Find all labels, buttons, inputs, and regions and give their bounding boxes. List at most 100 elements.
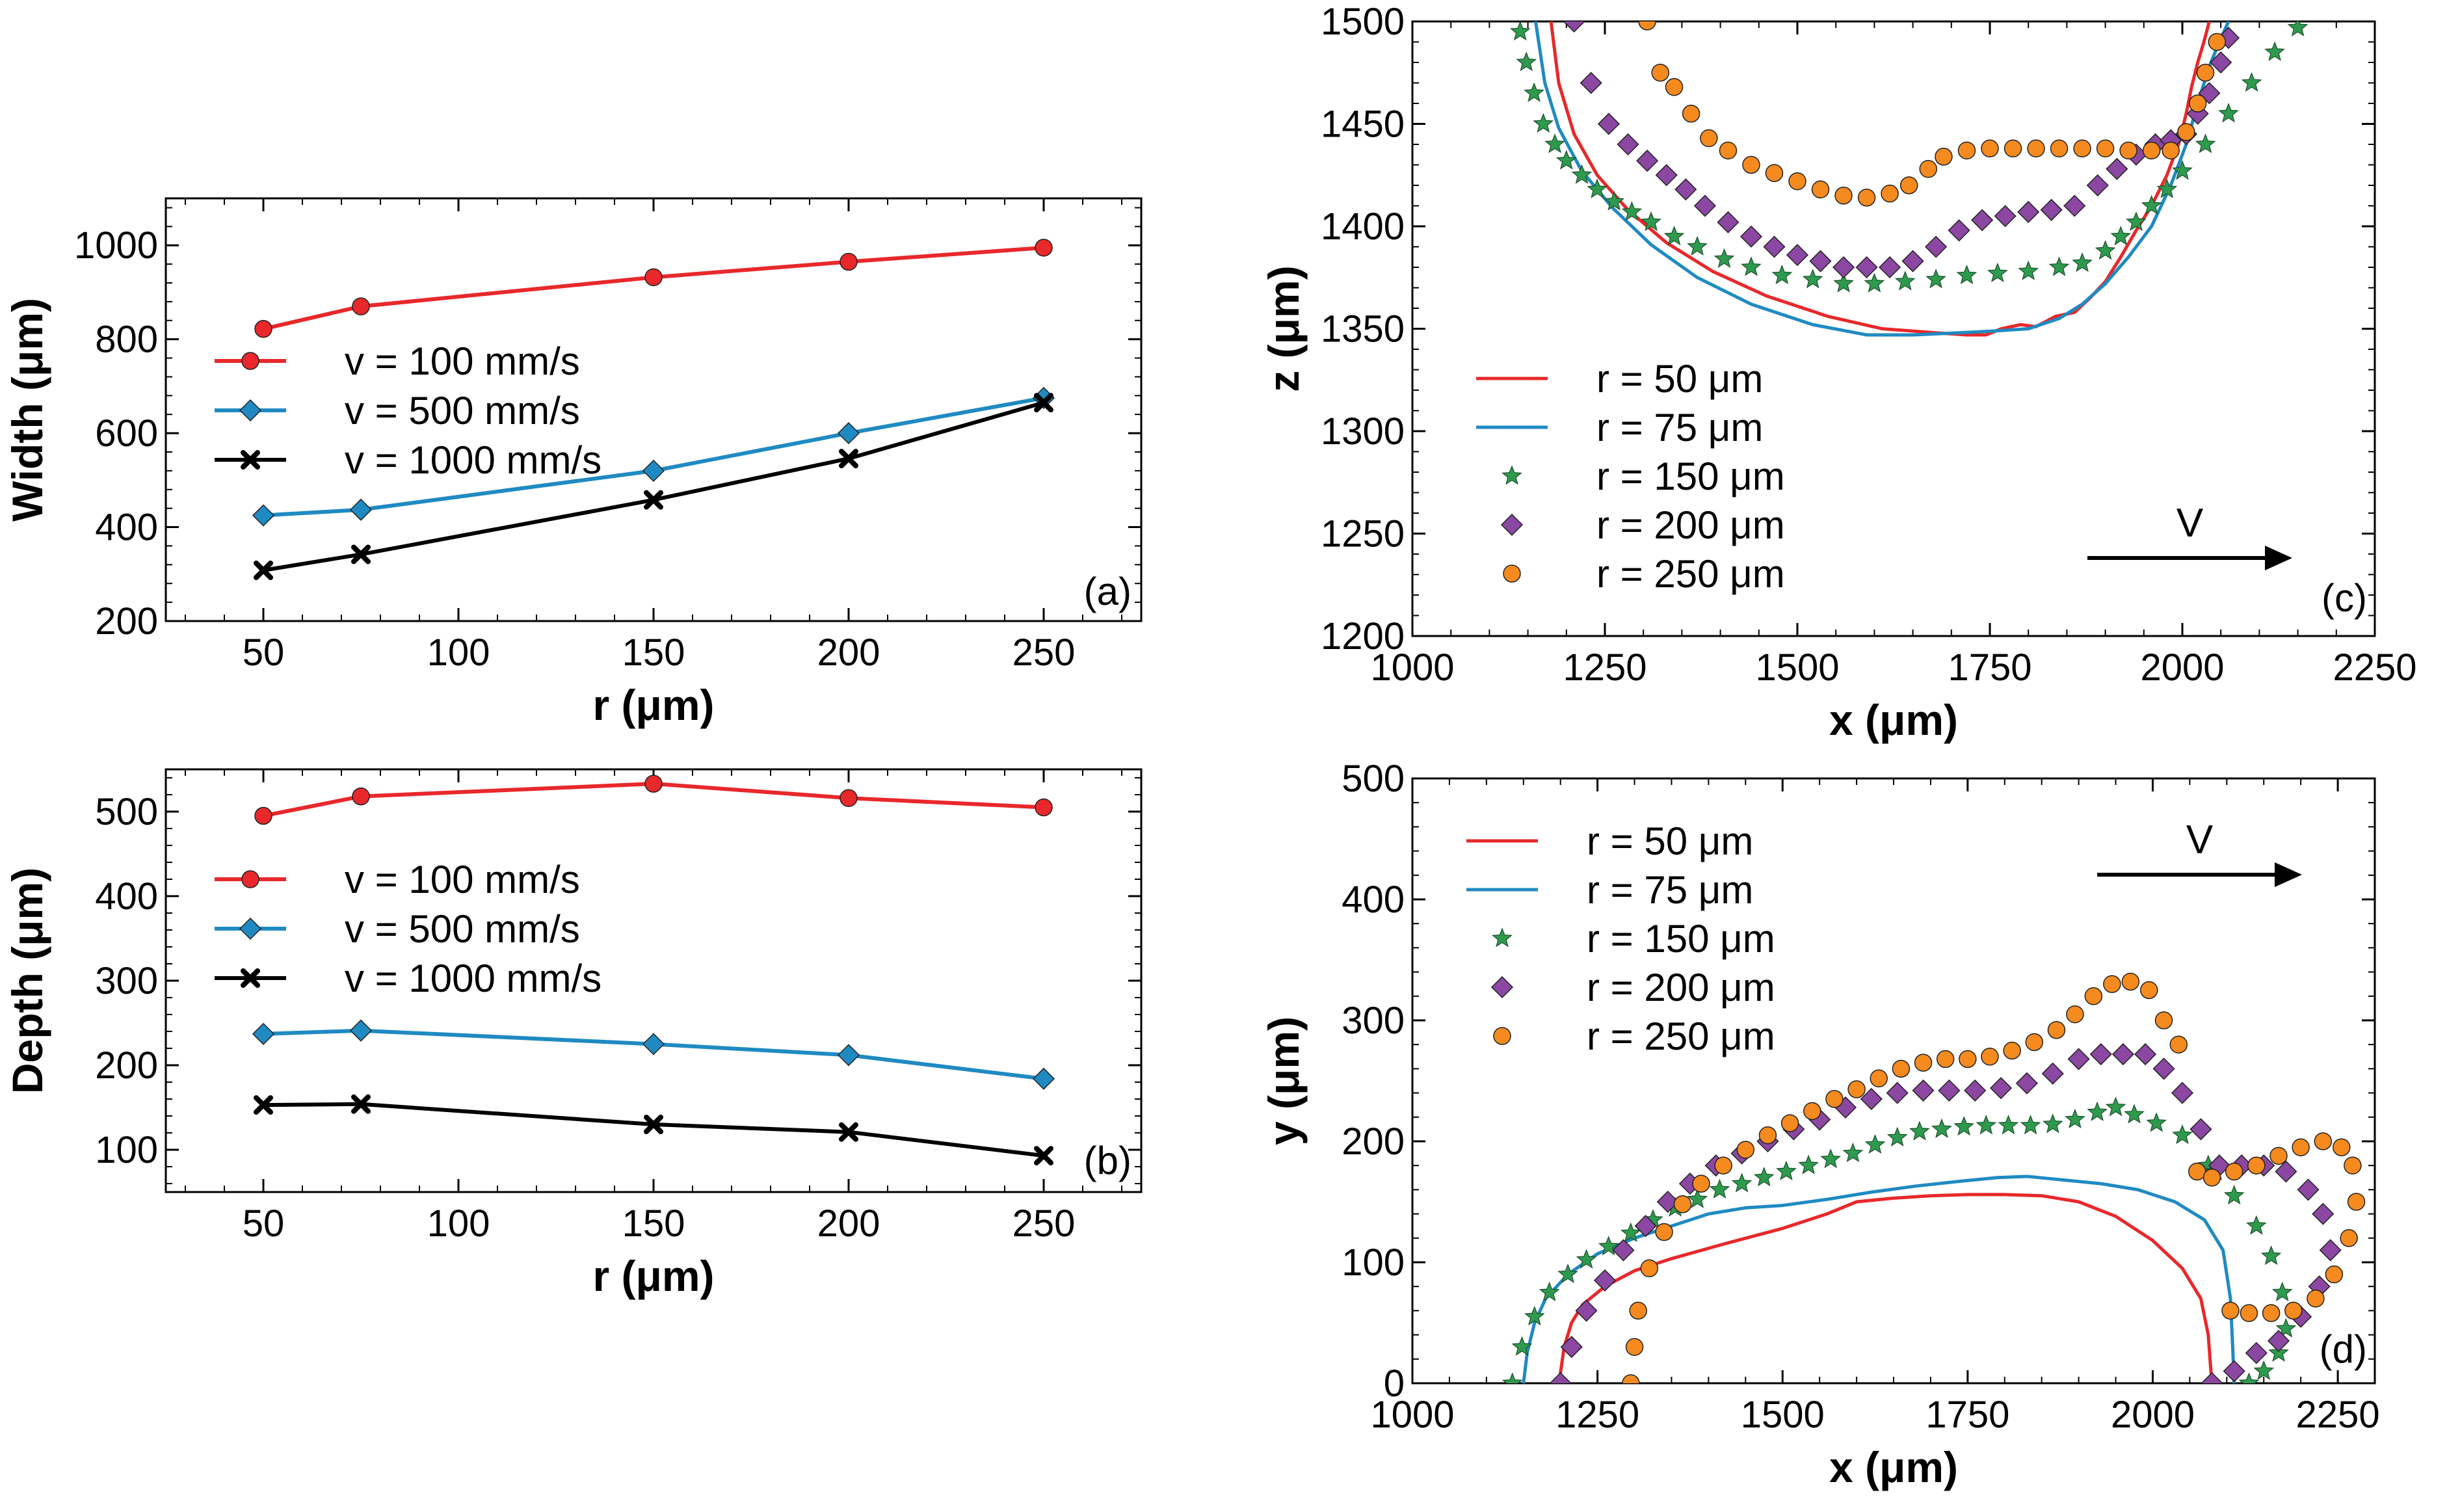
series-2 — [1533, 21, 2230, 337]
data-point — [254, 1095, 273, 1115]
data-point — [2111, 1043, 2134, 1066]
data-point — [2171, 1081, 2194, 1104]
data-point — [1780, 1114, 1799, 1132]
data-point — [2067, 1048, 2090, 1070]
series-line — [1549, 21, 2211, 337]
data-point — [2106, 157, 2128, 180]
data-point — [2253, 1360, 2275, 1380]
data-point — [1693, 194, 1716, 217]
legend-marker — [241, 968, 260, 988]
data-point — [2087, 1101, 2108, 1121]
data-point — [1524, 82, 1544, 102]
data-point — [2238, 1372, 2260, 1383]
y-tick-label: 300 — [95, 960, 158, 1002]
data-point — [2065, 1108, 2085, 1129]
data-point — [1981, 139, 1999, 158]
data-point — [1739, 225, 1763, 248]
data-point — [1692, 1174, 1710, 1193]
data-point — [1674, 178, 1697, 201]
y-axis-title: Depth (μm) — [3, 868, 51, 1094]
data-point — [2271, 1281, 2293, 1301]
data-point — [1544, 133, 1565, 153]
data-point — [1899, 176, 1918, 194]
data-point — [839, 449, 858, 469]
data-point — [2086, 174, 2109, 197]
data-point — [1798, 1154, 1819, 1174]
x-tick-label: 1250 — [1555, 1394, 1639, 1436]
data-point — [1847, 1080, 1866, 1098]
data-point — [1622, 1374, 1640, 1383]
legend-entry: r = 50 μm — [1587, 819, 1753, 863]
y-tick-label: 800 — [95, 319, 158, 361]
data-point — [2004, 139, 2022, 158]
data-point — [2096, 139, 2115, 158]
data-point — [2050, 139, 2069, 158]
data-point — [252, 1022, 275, 1045]
y-tick-label: 400 — [95, 507, 158, 549]
series-line — [263, 245, 1044, 331]
data-point — [2103, 975, 2121, 993]
data-point — [644, 1115, 663, 1134]
data-point — [1964, 1079, 1987, 1102]
data-point — [1576, 1249, 1597, 1269]
data-point — [2126, 211, 2147, 232]
data-point — [2105, 1096, 2126, 1117]
data-point — [1549, 1372, 1572, 1383]
data-point — [1788, 172, 1806, 191]
x-tick-label: 1000 — [1370, 1394, 1454, 1436]
data-point — [352, 787, 370, 806]
plot-area — [1509, 21, 2308, 337]
legend-marker — [241, 870, 259, 888]
data-point — [1765, 164, 1784, 182]
data-point — [1914, 1054, 1933, 1072]
data-point — [2269, 1147, 2288, 1165]
legend-marker — [1501, 465, 1522, 485]
data-point — [2089, 1043, 2112, 1066]
data-point — [2195, 133, 2216, 153]
data-point — [2223, 1360, 2245, 1383]
data-point — [2073, 139, 2091, 158]
legend-entry: v = 100 mm/s — [345, 339, 580, 383]
y-axis-title: z (μm) — [1260, 265, 1308, 391]
data-point — [2140, 981, 2158, 1000]
data-point — [2267, 1329, 2290, 1352]
direction-arrow-head — [2275, 862, 2302, 887]
data-point — [840, 789, 858, 807]
data-point — [1894, 271, 1916, 291]
legend: r = 50 μm r = 75 μm r = 150 μm r = 200 μm r … — [1466, 819, 1775, 1058]
data-point — [1560, 1336, 1583, 1359]
data-point — [1621, 201, 1643, 221]
x-tick-label: 2250 — [2333, 646, 2416, 689]
data-point — [2275, 1160, 2297, 1183]
data-point — [2247, 1156, 2266, 1174]
data-point — [2154, 1011, 2173, 1029]
y-tick-label: 200 — [95, 1044, 158, 1087]
x-tick-label: 2000 — [2111, 1394, 2195, 1436]
data-point — [2314, 1132, 2333, 1150]
plot-area — [252, 239, 1055, 580]
data-point — [1820, 1148, 1842, 1169]
y-tick-label: 1350 — [1321, 308, 1405, 351]
data-point — [1803, 1102, 1821, 1121]
data-point — [2210, 51, 2232, 74]
y-tick-label: 100 — [1342, 1241, 1405, 1284]
data-point — [1948, 219, 1970, 242]
legend-entry: v = 100 mm/s — [345, 858, 580, 901]
y-tick-label: 1450 — [1321, 103, 1405, 146]
data-point — [644, 268, 663, 287]
data-point — [642, 1033, 665, 1055]
data-point — [1034, 1146, 1053, 1166]
data-point — [2218, 103, 2239, 123]
x-tick-label: 2250 — [2296, 1394, 2380, 1436]
data-point — [1634, 1215, 1657, 1238]
series-5 — [1638, 21, 2227, 207]
legend-marker — [241, 352, 259, 370]
data-point — [2084, 987, 2103, 1005]
legend-marker — [1500, 513, 1524, 537]
data-point — [1719, 141, 1738, 160]
data-point — [1956, 264, 1977, 285]
data-point — [2119, 141, 2137, 160]
x-axis-title: x (μm) — [1829, 1443, 1958, 1491]
data-point — [1035, 239, 1053, 257]
data-point — [2221, 1301, 2240, 1320]
